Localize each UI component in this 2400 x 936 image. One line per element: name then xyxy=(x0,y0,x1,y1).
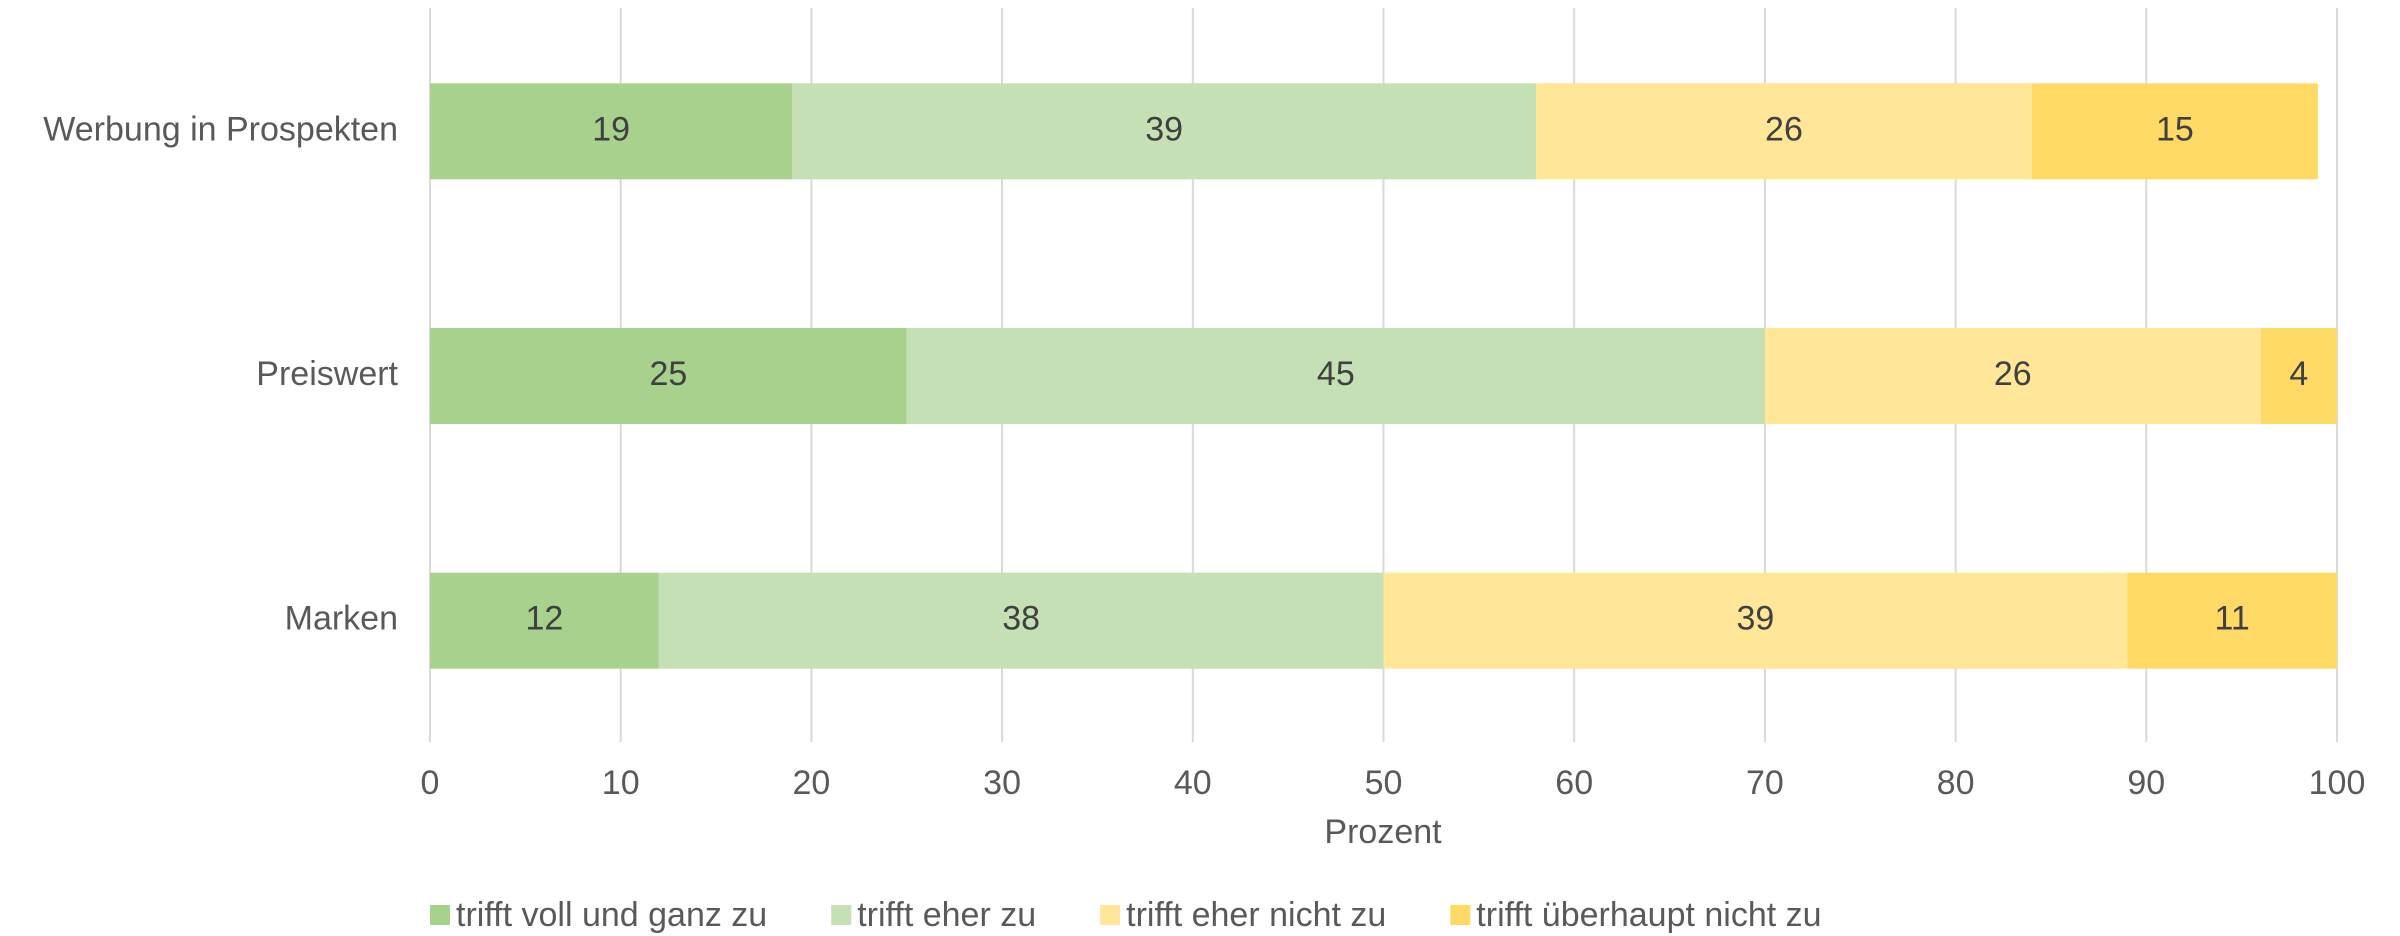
y-tick-label: Werbung in Prospekten xyxy=(43,110,398,148)
bar-segment xyxy=(2127,572,2337,669)
x-tick-label: 10 xyxy=(602,764,640,802)
data-label: 38 xyxy=(1002,600,1040,638)
x-tick-label: 40 xyxy=(1174,764,1212,802)
data-label: 26 xyxy=(1994,355,2032,393)
x-tick-label: 90 xyxy=(2127,764,2165,802)
data-label: 25 xyxy=(649,355,687,393)
bar-segment xyxy=(430,83,793,180)
legend-swatch xyxy=(1100,905,1121,925)
data-label: 39 xyxy=(1145,110,1183,148)
x-tick-label: 100 xyxy=(2309,764,2366,802)
data-label: 4 xyxy=(2289,355,2308,393)
x-tick-label: 60 xyxy=(1555,764,1593,802)
legend-swatch xyxy=(1450,905,1471,925)
bar-segment xyxy=(430,572,659,669)
data-label: 19 xyxy=(592,110,630,148)
x-tick-label: 50 xyxy=(1365,764,1403,802)
bar-segment xyxy=(792,83,1537,180)
data-label: 15 xyxy=(2156,110,2194,148)
bar-segment xyxy=(658,572,1384,669)
legend-label: trifft voll und ganz zu xyxy=(456,896,767,934)
legend-label: trifft überhaupt nicht zu xyxy=(1476,896,1821,934)
y-tick-label: Preiswert xyxy=(256,355,398,393)
data-label: 39 xyxy=(1736,600,1774,638)
x-axis-title: Prozent xyxy=(1324,813,1442,851)
x-tick-label: 0 xyxy=(421,764,440,802)
bar-segment xyxy=(906,328,1765,424)
data-label: 12 xyxy=(526,600,564,638)
data-label: 26 xyxy=(1765,110,1803,148)
legend-swatch xyxy=(430,905,450,925)
legend-label: trifft eher nicht zu xyxy=(1126,896,1386,934)
bar-segment xyxy=(1536,83,2032,180)
legend-label: trifft eher zu xyxy=(857,896,1036,934)
bar-segment xyxy=(430,328,907,424)
y-tick-label: Marken xyxy=(285,600,398,638)
bar-segment xyxy=(2031,83,2318,180)
x-tick-label: 80 xyxy=(1937,764,1975,802)
x-tick-label: 20 xyxy=(792,764,830,802)
bar-segment xyxy=(1383,572,2128,669)
bar-segment xyxy=(2260,328,2337,424)
legend-swatch xyxy=(831,905,852,925)
x-tick-label: 30 xyxy=(983,764,1021,802)
x-tick-label: 70 xyxy=(1746,764,1784,802)
data-label: 45 xyxy=(1317,355,1355,393)
bar-segment xyxy=(1764,328,2261,424)
data-label: 11 xyxy=(2214,600,2249,638)
